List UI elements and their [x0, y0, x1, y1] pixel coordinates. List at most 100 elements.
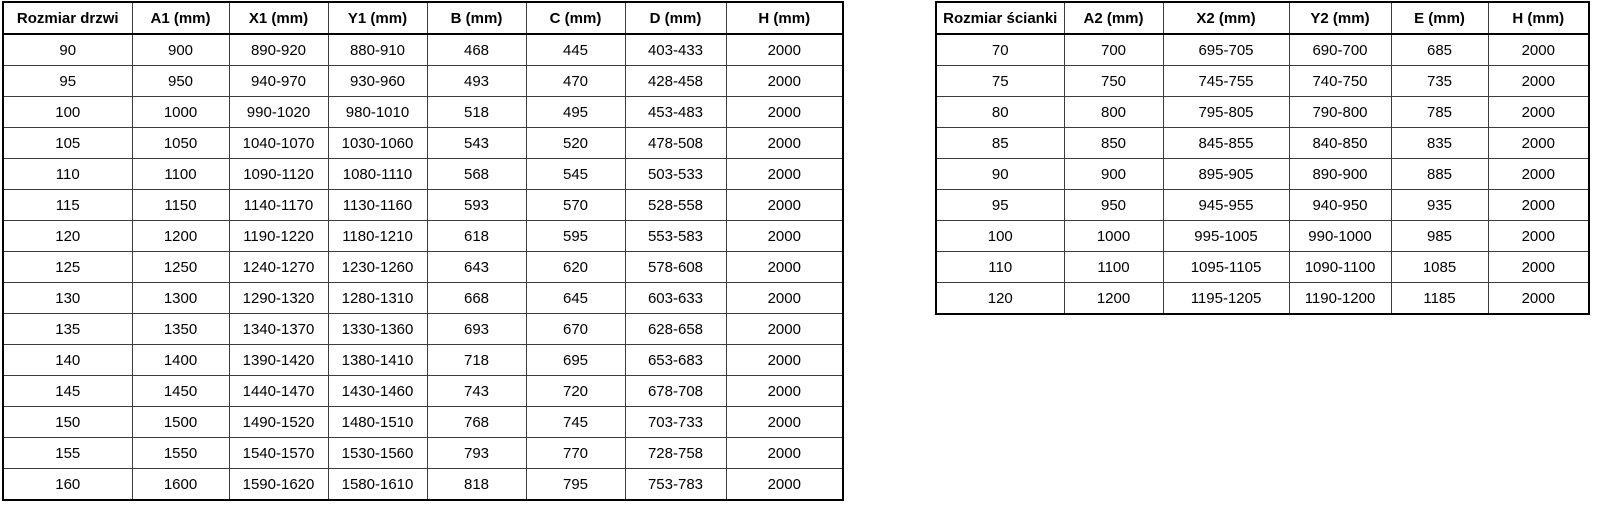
table-cell: 140 [2, 344, 133, 376]
table-cell: 1090-1120 [228, 158, 329, 190]
table-cell: 578-608 [624, 251, 727, 283]
table-row: 85 850 845-855 840-850 835 2000 [935, 127, 1590, 159]
table-cell: 2000 [1487, 33, 1590, 66]
panel-table-body: 70 700 695-705 690-700 685 2000 75 750 745-755 74… [935, 33, 1590, 315]
table-cell: 1200 [1063, 282, 1164, 315]
table-cell: 145 [2, 375, 133, 407]
table-cell: 835 [1390, 127, 1489, 159]
table-cell: 753-783 [624, 468, 727, 501]
table-cell: 1130-1160 [327, 189, 428, 221]
table-cell: 940-950 [1288, 189, 1392, 221]
table-row: 115 1150 1140-1170 1130-1160 593 570 528-558 20… [2, 189, 844, 221]
table-row: 135 1350 1340-1370 1330-1360 693 670 628-658 20… [2, 313, 844, 345]
table-cell: 2000 [725, 96, 844, 128]
table-row: 80 800 795-805 790-800 785 2000 [935, 96, 1590, 128]
table-cell: 653-683 [624, 344, 727, 376]
table-cell: 1450 [131, 375, 230, 407]
table-cell: 690-700 [1288, 33, 1392, 66]
column-header: Y2 (mm) [1288, 1, 1392, 35]
table-cell: 85 [935, 127, 1065, 159]
table-row: 160 1600 1590-1620 1580-1610 818 795 753-783 20… [2, 468, 844, 501]
table-cell: 468 [426, 33, 527, 66]
table-cell: 1095-1105 [1162, 251, 1290, 283]
table-cell: 1530-1560 [327, 437, 428, 469]
table-cell: 743 [426, 375, 527, 407]
column-header: X1 (mm) [228, 1, 329, 35]
table-cell: 470 [525, 65, 626, 97]
table-row: 110 1100 1095-1105 1090-1100 1085 2000 [935, 251, 1590, 283]
column-header: Y1 (mm) [327, 1, 428, 35]
table-cell: 100 [935, 220, 1065, 252]
table-cell: 700 [1063, 33, 1164, 66]
table-cell: 120 [935, 282, 1065, 315]
table-cell: 990-1000 [1288, 220, 1392, 252]
table-cell: 990-1020 [228, 96, 329, 128]
table-cell: 795 [525, 468, 626, 501]
table-cell: 1440-1470 [228, 375, 329, 407]
table-cell: 1040-1070 [228, 127, 329, 159]
table-cell: 840-850 [1288, 127, 1392, 159]
table-row: 120 1200 1195-1205 1190-1200 1185 2000 [935, 282, 1590, 315]
table-cell: 1350 [131, 313, 230, 345]
table-cell: 2000 [1487, 282, 1590, 315]
table-cell: 1100 [1063, 251, 1164, 283]
table-cell: 2000 [725, 437, 844, 469]
table-row: 90 900 895-905 890-900 885 2000 [935, 158, 1590, 190]
table-cell: 845-855 [1162, 127, 1290, 159]
table-cell: 645 [525, 282, 626, 314]
table-cell: 1030-1060 [327, 127, 428, 159]
table-row: 100 1000 995-1005 990-1000 985 2000 [935, 220, 1590, 252]
table-cell: 2000 [725, 344, 844, 376]
table-cell: 785 [1390, 96, 1489, 128]
table-cell: 1580-1610 [327, 468, 428, 501]
table-cell: 90 [935, 158, 1065, 190]
table-cell: 543 [426, 127, 527, 159]
table-cell: 603-633 [624, 282, 727, 314]
table-cell: 570 [525, 189, 626, 221]
table-cell: 2000 [1487, 220, 1590, 252]
table-cell: 503-533 [624, 158, 727, 190]
table-cell: 995-1005 [1162, 220, 1290, 252]
table-cell: 1290-1320 [228, 282, 329, 314]
table-cell: 695-705 [1162, 33, 1290, 66]
door-table-header: Rozmiar drzwi A1 (mm) X1 (mm) Y1 (mm) B (mm)… [2, 1, 844, 35]
table-cell: 1500 [131, 406, 230, 438]
table-row: 95 950 945-955 940-950 935 2000 [935, 189, 1590, 221]
table-row: 145 1450 1440-1470 1430-1460 743 720 678-708 20… [2, 375, 844, 407]
table-cell: 880-910 [327, 33, 428, 66]
table-cell: 770 [525, 437, 626, 469]
table-cell: 1080-1110 [327, 158, 428, 190]
table-cell: 2000 [725, 282, 844, 314]
table-cell: 980-1010 [327, 96, 428, 128]
table-cell: 593 [426, 189, 527, 221]
table-row: 150 1500 1490-1520 1480-1510 768 745 703-733 20… [2, 406, 844, 438]
table-cell: 1050 [131, 127, 230, 159]
table-cell: 2000 [1487, 96, 1590, 128]
table-cell: 528-558 [624, 189, 727, 221]
table-cell: 1200 [131, 220, 230, 252]
table-cell: 545 [525, 158, 626, 190]
table-cell: 1600 [131, 468, 230, 501]
table-cell: 1000 [131, 96, 230, 128]
table-cell: 453-483 [624, 96, 727, 128]
table-cell: 1230-1260 [327, 251, 428, 283]
header-row: Rozmiar drzwi A1 (mm) X1 (mm) Y1 (mm) B (mm)… [2, 1, 844, 35]
table-cell: 950 [131, 65, 230, 97]
column-header: Rozmiar ścianki [935, 1, 1065, 35]
column-header: E (mm) [1390, 1, 1489, 35]
table-cell: 678-708 [624, 375, 727, 407]
table-row: 105 1050 1040-1070 1030-1060 543 520 478-508 20… [2, 127, 844, 159]
table-cell: 1195-1205 [1162, 282, 1290, 315]
table-cell: 618 [426, 220, 527, 252]
table-cell: 1140-1170 [228, 189, 329, 221]
table-cell: 428-458 [624, 65, 727, 97]
table-cell: 795-805 [1162, 96, 1290, 128]
table-cell: 445 [525, 33, 626, 66]
table-cell: 2000 [1487, 158, 1590, 190]
table-cell: 693 [426, 313, 527, 345]
table-cell: 95 [935, 189, 1065, 221]
table-cell: 150 [2, 406, 133, 438]
table-cell: 1590-1620 [228, 468, 329, 501]
column-header: H (mm) [1487, 1, 1590, 35]
table-cell: 90 [2, 33, 133, 66]
